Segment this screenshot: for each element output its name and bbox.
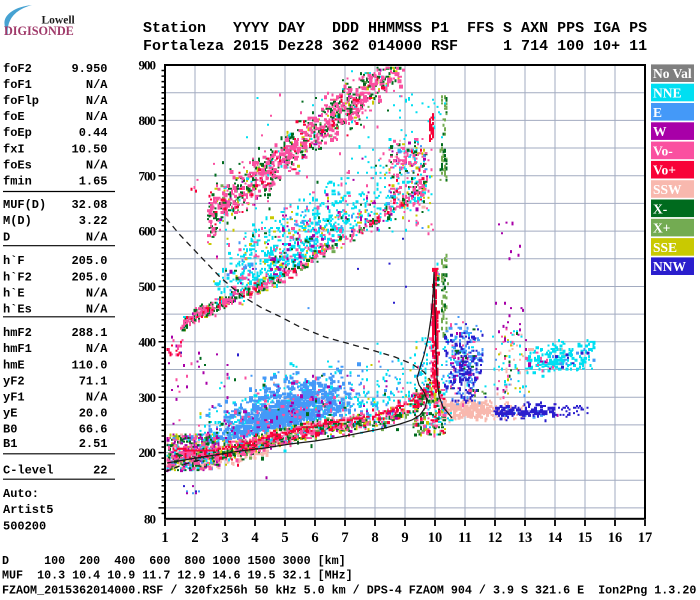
svg-text:Station YYYY DAY DDD HHMMS: Station YYYY DAY DDD HHMMSS P1 FFS S AXN… (143, 20, 647, 37)
svg-text:9: 9 (401, 530, 408, 546)
svg-text:N/A: N/A (86, 110, 108, 124)
svg-text:17: 17 (638, 530, 653, 546)
svg-text:foF1: foF1 (3, 78, 32, 92)
svg-text:15: 15 (578, 530, 593, 546)
svg-text:400: 400 (139, 334, 156, 349)
svg-text:13: 13 (518, 530, 533, 546)
svg-text:8: 8 (371, 530, 378, 546)
svg-text:h`F: h`F (3, 254, 25, 268)
svg-text:N/A: N/A (86, 286, 108, 300)
svg-text:2: 2 (191, 530, 198, 546)
svg-text:N/A: N/A (86, 342, 108, 356)
svg-text:16: 16 (608, 530, 623, 546)
svg-text:D 100 200 400 600 800: D 100 200 400 600 800 1000 1500 3000 [km… (2, 554, 346, 568)
svg-text:9.950: 9.950 (71, 62, 107, 76)
svg-text:288.1: 288.1 (71, 326, 107, 340)
svg-text:E: E (653, 105, 662, 120)
svg-text:0.44: 0.44 (79, 126, 108, 140)
svg-text:10: 10 (428, 530, 443, 546)
svg-text:N/A: N/A (86, 78, 108, 92)
svg-text:2.51: 2.51 (79, 437, 108, 451)
svg-text:foEp: foEp (3, 126, 32, 140)
svg-text:N/A: N/A (86, 158, 108, 172)
svg-text:yE: yE (3, 407, 17, 421)
svg-text:600: 600 (139, 224, 156, 239)
svg-text:11: 11 (458, 530, 472, 546)
svg-text:SSE: SSE (653, 240, 677, 255)
svg-text:B1: B1 (3, 437, 17, 451)
svg-text:200: 200 (139, 445, 156, 460)
svg-text:foE: foE (3, 110, 25, 124)
svg-text:71.1: 71.1 (79, 374, 108, 388)
svg-text:fmin: fmin (3, 175, 32, 189)
svg-text:66.6: 66.6 (79, 423, 108, 437)
svg-text:Fortaleza 2015 Dez28 362 01400: Fortaleza 2015 Dez28 362 014000 RSF 1 71… (143, 38, 647, 55)
svg-text:Vo-: Vo- (653, 143, 673, 158)
svg-text:hmE: hmE (3, 358, 25, 372)
svg-text:B0: B0 (3, 423, 17, 437)
svg-text:300: 300 (139, 390, 156, 405)
svg-text:No Val: No Val (653, 66, 692, 81)
svg-text:yF2: yF2 (3, 374, 25, 388)
svg-text:7: 7 (341, 530, 348, 546)
svg-text:yF1: yF1 (3, 391, 25, 405)
svg-text:MUF 10.3 10.4 10.9 11.7 12.9: MUF 10.3 10.4 10.9 11.7 12.9 14.6 19.5 3… (2, 569, 353, 583)
svg-text:Lowell: Lowell (42, 15, 75, 27)
svg-text:C-level: C-level (3, 464, 53, 478)
svg-text:500200: 500200 (3, 519, 46, 533)
svg-text:N/A: N/A (86, 230, 108, 244)
svg-text:700: 700 (139, 168, 156, 183)
svg-text:hmF2: hmF2 (3, 326, 32, 340)
svg-text:h`F2: h`F2 (3, 270, 32, 284)
svg-text:Vo+: Vo+ (653, 163, 676, 178)
svg-text:MUF(D): MUF(D) (3, 198, 46, 212)
svg-text:fxI: fxI (3, 142, 25, 156)
svg-text:FZAOM_2015362014000.RSF / 320f: FZAOM_2015362014000.RSF / 320fx256h 50 k… (2, 584, 696, 598)
svg-text:foFlp: foFlp (3, 94, 39, 108)
svg-text:Artist5: Artist5 (3, 503, 53, 517)
svg-text:N/A: N/A (86, 94, 108, 108)
svg-text:800: 800 (139, 113, 156, 128)
svg-text:205.0: 205.0 (71, 254, 107, 268)
svg-text:5: 5 (281, 530, 288, 546)
svg-text:foF2: foF2 (3, 62, 32, 76)
svg-text:6: 6 (311, 530, 318, 546)
svg-text:14: 14 (548, 530, 563, 546)
svg-text:32.08: 32.08 (71, 198, 107, 212)
svg-text:X+: X+ (653, 221, 670, 236)
svg-text:3: 3 (221, 530, 228, 546)
svg-text:h`Es: h`Es (3, 303, 32, 317)
svg-text:Auto:: Auto: (3, 487, 39, 501)
svg-text:12: 12 (488, 530, 503, 546)
svg-text:W: W (653, 124, 667, 139)
svg-text:10.50: 10.50 (71, 142, 107, 156)
svg-text:N/A: N/A (86, 391, 108, 405)
svg-text:NNW: NNW (653, 259, 686, 274)
svg-text:DIGISONDE: DIGISONDE (4, 24, 74, 38)
svg-text:hmF1: hmF1 (3, 342, 32, 356)
svg-text:80: 80 (144, 512, 156, 527)
svg-text:20.0: 20.0 (79, 407, 108, 421)
svg-text:NNE: NNE (653, 86, 682, 101)
svg-text:4: 4 (251, 530, 258, 546)
svg-text:205.0: 205.0 (71, 270, 107, 284)
svg-text:500: 500 (139, 279, 156, 294)
svg-text:M(D): M(D) (3, 214, 32, 228)
svg-text:900: 900 (139, 58, 156, 73)
svg-text:h`E: h`E (3, 286, 25, 300)
svg-text:1.65: 1.65 (79, 175, 108, 189)
svg-text:22: 22 (93, 464, 107, 478)
svg-text:SSW: SSW (653, 182, 682, 197)
svg-text:foEs: foEs (3, 158, 32, 172)
svg-text:D: D (3, 230, 10, 244)
svg-text:110.0: 110.0 (71, 358, 107, 372)
svg-text:1: 1 (161, 530, 168, 546)
svg-text:N/A: N/A (86, 303, 108, 317)
svg-text:X-: X- (653, 201, 667, 216)
svg-text:3.22: 3.22 (79, 214, 108, 228)
